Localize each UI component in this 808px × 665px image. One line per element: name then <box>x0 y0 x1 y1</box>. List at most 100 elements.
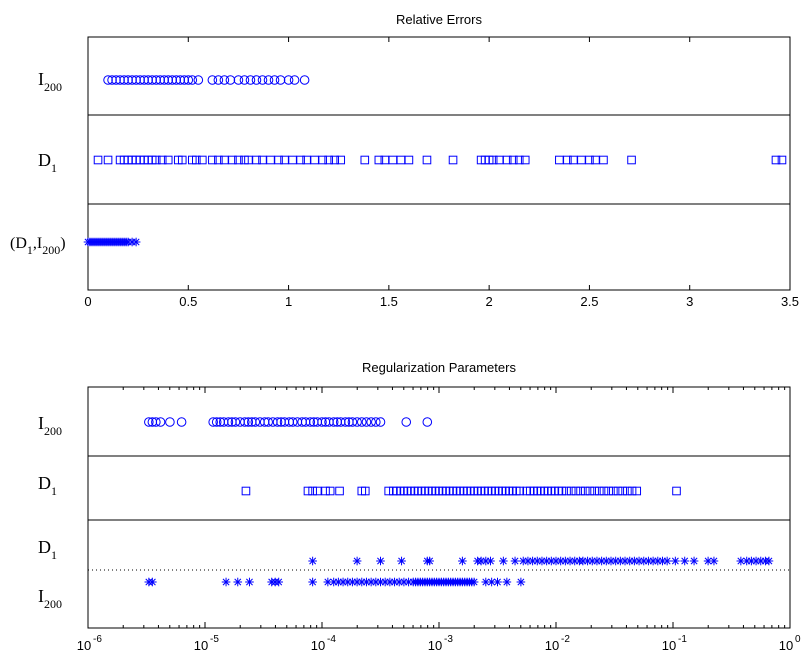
star-marker <box>221 577 231 587</box>
circle-marker <box>219 75 230 85</box>
square-marker <box>228 155 237 165</box>
star-marker <box>469 577 479 587</box>
star-marker <box>493 577 502 587</box>
chart-title: Regularization Parameters <box>362 360 516 375</box>
square-marker <box>163 155 173 165</box>
square-marker <box>208 155 217 165</box>
square-marker <box>585 155 594 165</box>
circle-marker <box>208 417 218 427</box>
square-marker <box>488 155 498 165</box>
circle-marker <box>239 417 250 427</box>
square-marker <box>374 155 384 165</box>
circle-marker <box>269 75 280 85</box>
circle-marker <box>155 75 166 85</box>
circle-marker <box>328 417 339 427</box>
circle-marker <box>422 417 433 427</box>
circle-marker <box>272 417 283 427</box>
star-marker <box>233 577 243 587</box>
square-marker <box>313 486 322 496</box>
square-marker <box>214 155 223 165</box>
star-marker <box>397 556 406 566</box>
circle-marker <box>283 75 294 85</box>
square-marker <box>396 155 406 165</box>
circle-marker <box>356 417 367 427</box>
square-marker <box>563 155 572 165</box>
circle-marker <box>287 417 298 427</box>
square-marker <box>151 155 161 165</box>
star-marker <box>736 556 746 566</box>
circle-marker <box>155 417 166 427</box>
square-marker <box>296 155 305 165</box>
square-marker <box>515 486 525 496</box>
tick-label: 10 <box>779 638 793 653</box>
tick-label: 0 <box>84 294 91 309</box>
square-marker <box>388 155 398 165</box>
tick-label-exponent: -3 <box>444 634 453 645</box>
square-marker <box>198 155 207 165</box>
tick-label-exponent: -5 <box>210 634 219 645</box>
circle-marker <box>176 417 187 427</box>
circle-marker <box>143 75 153 85</box>
square-marker <box>604 486 613 496</box>
tick-label: 10 <box>545 638 559 653</box>
tick-label-exponent: 0 <box>795 634 801 645</box>
square-marker <box>555 155 564 165</box>
star-marker <box>662 556 672 566</box>
circle-marker <box>107 75 117 85</box>
circle-marker <box>151 417 161 427</box>
circle-marker <box>245 75 256 85</box>
star-marker <box>308 556 317 566</box>
data-points <box>83 75 787 247</box>
star-marker <box>510 556 520 566</box>
square-marker <box>514 155 524 165</box>
circle-marker <box>225 75 236 85</box>
chart-title: Relative Errors <box>396 12 482 27</box>
circle-marker <box>317 417 327 427</box>
circle-marker <box>275 75 286 85</box>
circle-marker <box>305 417 316 427</box>
square-marker <box>336 155 346 165</box>
circle-marker <box>211 417 222 427</box>
circle-marker <box>115 75 125 85</box>
square-marker <box>252 155 261 165</box>
circle-marker <box>187 75 198 85</box>
square-marker <box>777 155 787 165</box>
row-label-i200: I200 <box>38 413 62 438</box>
circle-marker <box>179 75 190 85</box>
square-marker <box>585 486 595 496</box>
circle-marker <box>340 417 351 427</box>
circle-marker <box>123 75 133 85</box>
tick-label: 1.5 <box>380 294 398 309</box>
circle-marker <box>207 75 218 85</box>
square-marker <box>566 486 576 496</box>
circle-marker <box>165 417 175 427</box>
tick-label-exponent: -2 <box>561 634 570 645</box>
square-marker <box>502 155 512 165</box>
star-marker <box>516 577 526 587</box>
star-marker <box>486 556 495 566</box>
square-marker <box>613 486 623 496</box>
circle-marker <box>239 75 250 85</box>
square-marker <box>576 486 585 496</box>
circle-marker <box>366 417 376 427</box>
square-marker <box>571 486 581 496</box>
square-marker <box>324 155 333 165</box>
star-marker <box>764 556 774 566</box>
square-marker <box>234 155 243 165</box>
square-marker <box>627 155 636 165</box>
square-marker <box>321 486 330 496</box>
circle-marker <box>139 75 149 85</box>
tick-label: 2 <box>486 294 493 309</box>
tick-label: 10 <box>662 638 676 653</box>
star-marker <box>148 577 157 587</box>
square-marker <box>318 155 327 165</box>
square-marker <box>448 155 458 165</box>
square-marker <box>771 155 781 165</box>
tick-label: 10 <box>194 638 208 653</box>
square-marker <box>103 155 113 165</box>
square-marker <box>557 486 567 496</box>
circle-marker <box>163 75 174 85</box>
square-marker <box>562 486 571 496</box>
square-marker <box>422 155 432 165</box>
circle-marker <box>193 75 204 85</box>
